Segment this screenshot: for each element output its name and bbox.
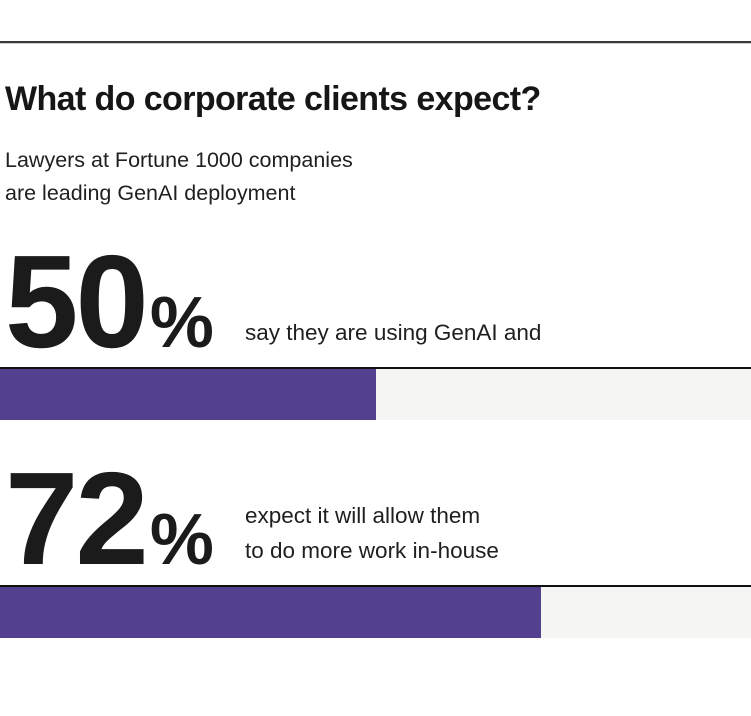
bar-fill-genai-usage xyxy=(0,369,376,420)
stat-value-inhouse-work: 72% xyxy=(5,453,214,585)
stat-description-line-2: to do more work in-house xyxy=(245,538,499,563)
stat-value-genai-usage: 50% xyxy=(5,236,214,368)
subtitle-line-1: Lawyers at Fortune 1000 companies xyxy=(5,148,353,172)
stat-description-genai-usage: say they are using GenAI and xyxy=(245,315,541,350)
percent-sign: % xyxy=(149,500,214,580)
percent-sign: % xyxy=(149,283,214,363)
page-subtitle: Lawyers at Fortune 1000 companies are le… xyxy=(5,144,353,210)
bar-track-genai-usage xyxy=(0,367,751,420)
stat-description-line-1: expect it will allow them xyxy=(245,503,481,528)
stat-value-number: 50 xyxy=(5,228,149,375)
bar-fill-inhouse-work xyxy=(0,587,541,638)
stat-description-line-1: say they are using GenAI and xyxy=(245,320,542,345)
stat-description-inhouse-work: expect it will allow them to do more wor… xyxy=(245,498,499,568)
bar-track-inhouse-work xyxy=(0,585,751,638)
header-divider-rule xyxy=(0,41,751,43)
stat-value-number: 72 xyxy=(5,445,149,592)
subtitle-line-2: are leading GenAI deployment xyxy=(5,181,296,205)
page-title: What do corporate clients expect? xyxy=(5,80,541,118)
